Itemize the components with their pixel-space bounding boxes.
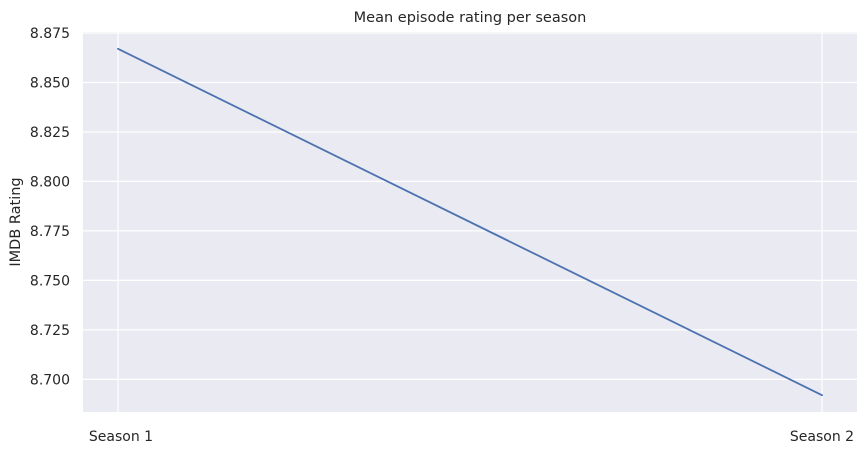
y-tick-label: 8.725 <box>30 323 70 339</box>
series-lines <box>117 47 823 397</box>
y-tick-label: 8.700 <box>30 372 70 388</box>
x-gridlines <box>117 32 823 412</box>
y-tick-label: 8.750 <box>30 273 70 289</box>
series-line <box>117 47 823 397</box>
y-tick-label: 8.800 <box>30 174 70 190</box>
y-axis-label: IMDB Rating <box>8 177 24 266</box>
x-tick-label: Season 1 <box>89 429 153 445</box>
y-tick-label: 8.775 <box>30 224 70 240</box>
x-tick-label: Season 2 <box>790 429 854 445</box>
y-tick-label: 8.825 <box>30 125 70 141</box>
x-tick-labels: Season 1 Season 2 <box>89 429 854 445</box>
y-tick-label: 8.875 <box>30 26 70 42</box>
y-tick-label: 8.850 <box>30 75 70 91</box>
chart-title: Mean episode rating per season <box>354 10 587 26</box>
y-gridlines <box>83 32 857 380</box>
y-tick-labels: 8.700 8.725 8.750 8.775 8.800 8.825 8.850 8.875 <box>30 26 70 388</box>
